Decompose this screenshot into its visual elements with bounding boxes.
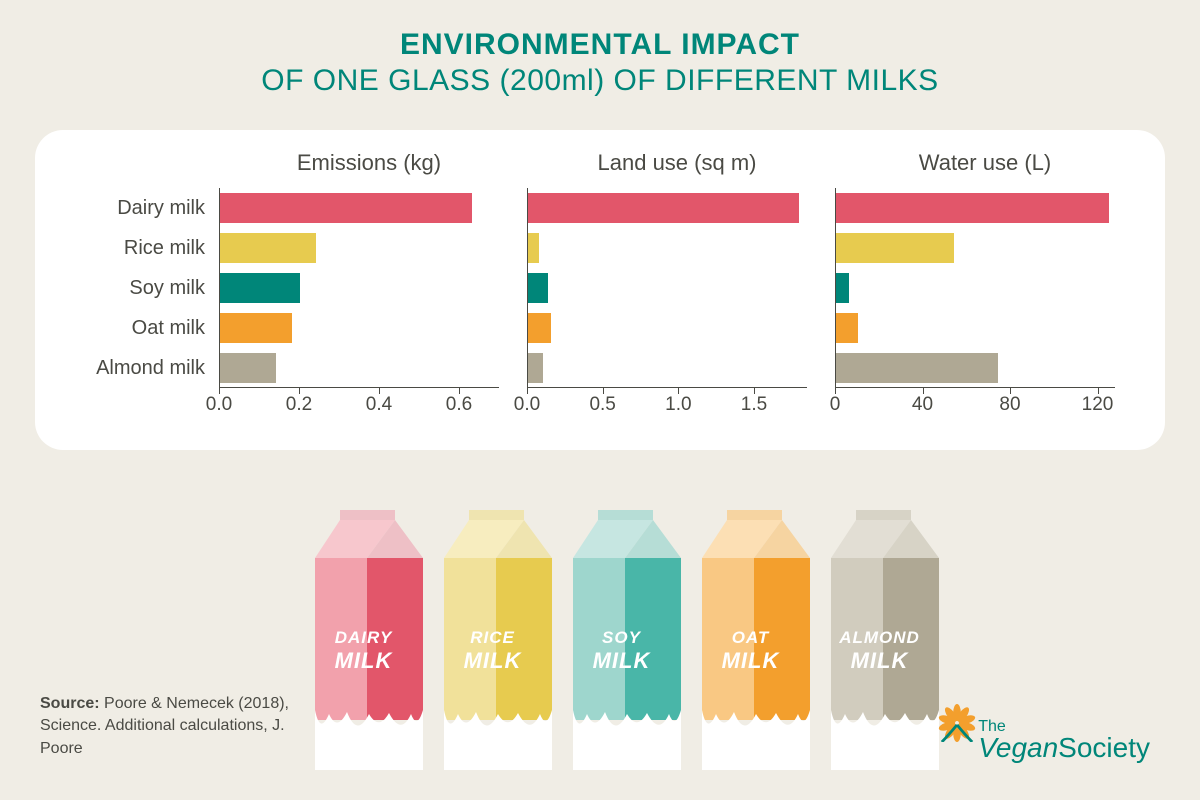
title-line2: OF ONE GLASS (200ml) OF DIFFERENT MILKS	[0, 64, 1200, 98]
subchart: Water use (L)04080120	[835, 148, 1135, 388]
tick-label: 40	[912, 394, 933, 416]
carton-label-bottom: MILK	[440, 648, 546, 674]
bar	[220, 233, 316, 263]
plot-area: 04080120	[835, 188, 1115, 388]
bar	[836, 353, 998, 383]
logo-flower-icon	[938, 704, 976, 742]
subchart: Emissions (kg)0.00.20.40.6	[219, 148, 519, 388]
bar	[220, 193, 472, 223]
bar	[220, 273, 300, 303]
category-label: Dairy milk	[65, 188, 219, 228]
category-label: Soy milk	[65, 268, 219, 308]
title-line1: ENVIRONMENTAL IMPACT	[0, 28, 1200, 62]
tick-label: 0.6	[446, 394, 472, 416]
category-label: Rice milk	[65, 228, 219, 268]
subchart-title: Land use (sq m)	[527, 148, 827, 188]
bar	[836, 193, 1109, 223]
bar	[220, 313, 292, 343]
carton-label-top: SOY	[569, 628, 675, 648]
tick-label: 80	[999, 394, 1020, 416]
bar	[528, 193, 799, 223]
carton-label-top: RICE	[440, 628, 546, 648]
chart-panel: Dairy milkRice milkSoy milkOat milkAlmon…	[35, 130, 1165, 450]
logo-name-italic: Vegan	[978, 732, 1058, 763]
milk-cartons: DAIRY MILK RICE MILK SOY MILK	[300, 510, 950, 800]
milk-carton: SOY MILK	[563, 510, 688, 770]
tick-label: 0.2	[286, 394, 312, 416]
plot-area: 0.00.20.40.6	[219, 188, 499, 388]
tick-label: 120	[1082, 394, 1114, 416]
logo-name-rest: Society	[1058, 732, 1150, 763]
tick-label: 1.0	[665, 394, 691, 416]
carton-label-bottom: MILK	[698, 648, 804, 674]
source-prefix: Source:	[40, 695, 100, 712]
carton-label-bottom: MILK	[827, 648, 933, 674]
milk-carton: RICE MILK	[434, 510, 559, 770]
vegan-society-logo: The VeganSociety	[938, 704, 1150, 760]
carton-label-bottom: MILK	[569, 648, 675, 674]
title-block: ENVIRONMENTAL IMPACT OF ONE GLASS (200ml…	[0, 0, 1200, 98]
bar	[528, 233, 539, 263]
tick-label: 0.5	[589, 394, 615, 416]
category-labels: Dairy milkRice milkSoy milkOat milkAlmon…	[65, 148, 219, 388]
category-label: Almond milk	[65, 348, 219, 388]
subchart-title: Water use (L)	[835, 148, 1135, 188]
tick-label: 0.4	[366, 394, 392, 416]
bar	[220, 353, 276, 383]
bar	[528, 313, 551, 343]
plot-area: 0.00.51.01.5	[527, 188, 807, 388]
bar	[528, 273, 548, 303]
milk-carton: DAIRY MILK	[305, 510, 430, 770]
milk-carton: OAT MILK	[692, 510, 817, 770]
carton-label-top: DAIRY	[311, 628, 417, 648]
tick-label: 1.5	[741, 394, 767, 416]
source-citation: Source: Poore & Nemecek (2018), Science.…	[40, 693, 290, 760]
bar	[836, 233, 954, 263]
tick-label: 0.0	[206, 394, 232, 416]
tick-label: 0	[830, 394, 841, 416]
carton-label-bottom: MILK	[311, 648, 417, 674]
subchart-title: Emissions (kg)	[219, 148, 519, 188]
carton-label-top: ALMOND	[827, 628, 933, 648]
milk-carton: ALMOND MILK	[821, 510, 946, 770]
category-label: Oat milk	[65, 308, 219, 348]
bar	[528, 353, 543, 383]
carton-label-top: OAT	[698, 628, 804, 648]
bar	[836, 313, 858, 343]
bar	[836, 273, 849, 303]
subchart: Land use (sq m)0.00.51.01.5	[527, 148, 827, 388]
tick-label: 0.0	[514, 394, 540, 416]
